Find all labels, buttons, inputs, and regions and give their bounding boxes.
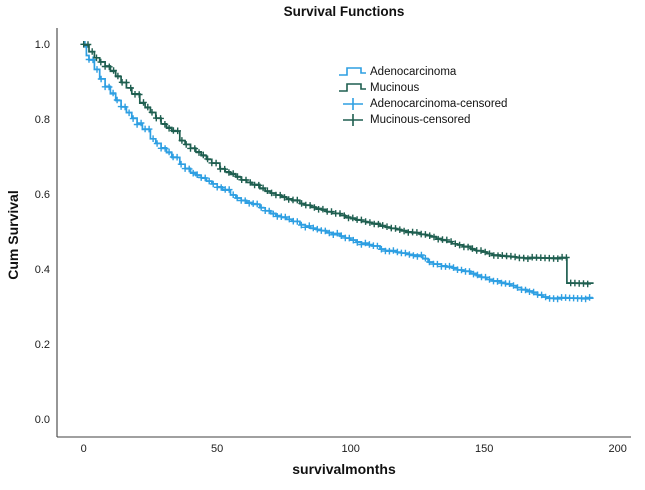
- step-line-icon: [339, 67, 366, 76]
- y-tick-label: 0.4: [34, 263, 50, 276]
- chart-title: Survival Functions: [283, 4, 405, 19]
- censored-plus-icon: [343, 98, 363, 110]
- axis-lines: [56, 28, 631, 438]
- x-tick-label: 100: [341, 443, 360, 455]
- legend-label: Mucinous: [370, 82, 420, 94]
- x-tick-label: 150: [474, 443, 494, 455]
- legend-label: Adenocarcinoma-censored: [370, 98, 508, 110]
- legend-item-adenocarcinoma: Adenocarcinoma: [338, 64, 507, 80]
- censored-plus-icon: [343, 114, 363, 126]
- x-tick-label: 50: [211, 443, 224, 455]
- y-tick-label: 1.0: [34, 38, 50, 51]
- x-tick-label: 200: [608, 443, 627, 455]
- legend-label: Mucinous-censored: [370, 114, 471, 126]
- legend-label: Adenocarcinoma: [370, 66, 457, 78]
- x-axis-label: survivalmonths: [292, 461, 396, 477]
- y-tick-label: 0.6: [34, 188, 50, 201]
- y-tick-label: 0.0: [34, 413, 50, 426]
- mucinous-censored-marks: [80, 41, 591, 288]
- step-line-icon: [339, 83, 366, 92]
- legend-item-mucinous: Mucinous: [338, 80, 507, 96]
- legend-item-adenocarcinoma-censored: Adenocarcinoma-censored: [338, 96, 507, 112]
- y-tick-label: 0.8: [34, 113, 50, 126]
- y-tick-label: 0.2: [34, 338, 50, 351]
- legend-item-mucinous-censored: Mucinous-censored: [338, 112, 507, 128]
- x-tick-label: 0: [80, 443, 87, 455]
- legend: Adenocarcinoma Mucinous Adenocarcinoma-cen…: [338, 64, 507, 128]
